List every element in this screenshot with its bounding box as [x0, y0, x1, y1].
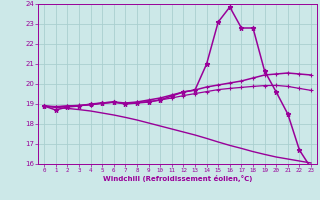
X-axis label: Windchill (Refroidissement éolien,°C): Windchill (Refroidissement éolien,°C): [103, 175, 252, 182]
